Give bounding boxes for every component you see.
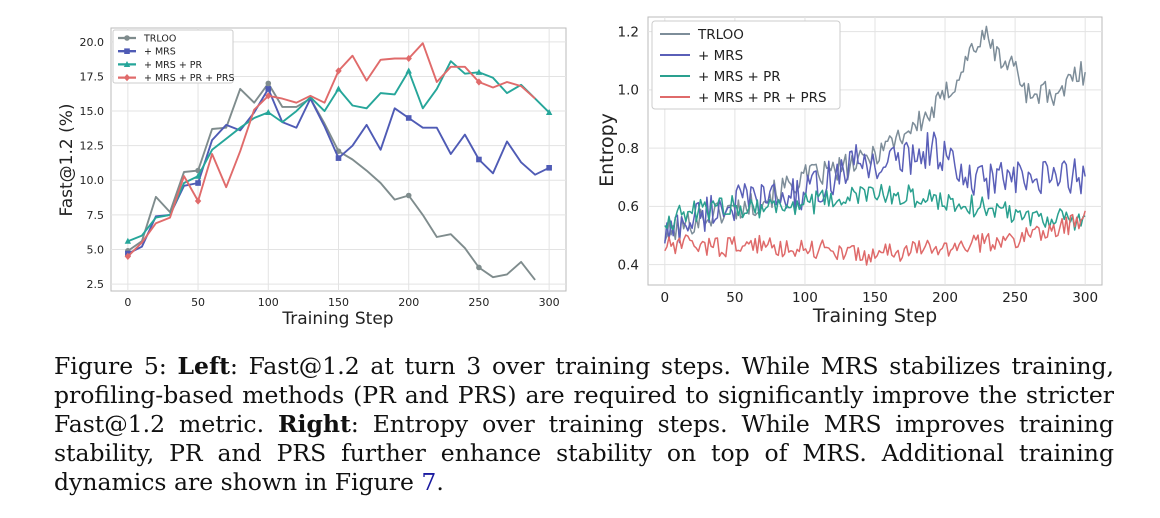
y-tick-label: 17.5 — [80, 70, 105, 83]
data-point-marker — [405, 67, 412, 74]
left-series — [124, 42, 553, 281]
right-legend-items: TRLOO + MRS + MRS + PR + MRS + PR + PRS — [660, 27, 827, 106]
y-tick-label: 7.5 — [87, 209, 105, 222]
data-point-marker — [265, 80, 272, 87]
right-x-ticks: 0 50 100 150 200 250 300 — [661, 290, 1099, 306]
data-point-marker — [405, 192, 412, 199]
y-tick-label: 1.2 — [618, 24, 639, 40]
x-tick-label: 250 — [1002, 290, 1028, 306]
data-point-marker — [265, 109, 272, 116]
y-tick-label: 20.0 — [80, 36, 105, 49]
legend-label-1: + MRS — [144, 47, 176, 58]
legend-label-1: + MRS — [698, 48, 743, 64]
left-x-ticks: 0 50 100 150 200 250 300 — [124, 296, 559, 309]
data-point-marker — [195, 180, 201, 186]
x-tick-label: 50 — [191, 296, 205, 309]
x-tick-label: 100 — [792, 290, 818, 306]
data-point-marker — [124, 237, 132, 244]
left-x-axis-label: Training Step — [281, 309, 393, 329]
y-tick-label: 0.8 — [618, 141, 639, 157]
legend-label-2: + MRS + PR — [144, 60, 203, 71]
y-tick-label: 2.5 — [87, 278, 105, 291]
right-legend: TRLOO + MRS + MRS + PR + MRS + PR + PRS — [651, 20, 841, 110]
data-point-marker — [476, 156, 482, 163]
x-tick-label: 200 — [932, 290, 958, 306]
y-tick-label: 0.4 — [618, 257, 639, 273]
left-legend-box — [112, 29, 234, 84]
series-line-2 — [664, 183, 1086, 231]
legend-marker-0 — [124, 35, 130, 41]
data-point-marker — [546, 165, 552, 171]
x-tick-label: 150 — [862, 290, 888, 306]
data-point-marker — [194, 172, 202, 179]
legend-marker-2 — [123, 61, 131, 67]
x-tick-label: 250 — [468, 296, 489, 309]
x-tick-label: 50 — [726, 290, 743, 306]
legend-label-3: + MRS + PR + PRS — [698, 90, 827, 106]
right-y-ticks: 0.4 0.6 0.8 1.0 1.2 — [618, 24, 639, 273]
left-y-axis-label: Fast@1.2 (%) — [57, 103, 77, 216]
right-y-axis-label: Entropy — [596, 113, 618, 187]
left-legend-items: TRLOO + MRS + MRS + PR + MRS + PR + PRS — [118, 33, 235, 84]
data-point-marker — [335, 85, 342, 92]
y-tick-label: 15.0 — [80, 105, 105, 118]
series-line-3 — [127, 42, 536, 258]
y-tick-label: 0.6 — [618, 199, 639, 215]
legend-marker-3 — [123, 74, 131, 82]
caption-left-label: Left — [177, 352, 230, 380]
series-line-1 — [664, 131, 1086, 244]
x-tick-label: 300 — [539, 296, 560, 309]
data-point-marker — [475, 68, 483, 75]
figure-panels: 0 50 100 150 200 250 300 2.5 5.0 7.5 10.0 12.5 15.0… — [57, 16, 1103, 329]
caption-figure-label: Figure 5: — [54, 352, 167, 380]
right-chart: 0 50 100 150 200 250 300 0.4 0.6 0.8 1.0 1.2 Train… — [596, 16, 1103, 327]
caption-right-label: Right — [278, 410, 351, 438]
y-tick-label: 1.0 — [618, 83, 639, 99]
y-tick-label: 10.0 — [80, 174, 105, 187]
legend-label-2: + MRS + PR — [698, 69, 781, 85]
y-tick-label: 12.5 — [80, 140, 105, 153]
caption-end: . — [436, 468, 444, 496]
data-point-marker — [335, 67, 342, 75]
left-chart: 0 50 100 150 200 250 300 2.5 5.0 7.5 10.0 12.5 15.0… — [57, 27, 567, 329]
x-tick-label: 200 — [398, 296, 419, 309]
legend-marker-1 — [124, 48, 130, 54]
data-point-marker — [405, 115, 412, 121]
right-series — [664, 25, 1086, 266]
data-point-marker — [124, 252, 132, 260]
data-point-marker — [476, 264, 482, 271]
data-point-marker — [265, 92, 272, 100]
legend-label-0: TRLOO — [143, 33, 176, 44]
left-legend: TRLOO + MRS + MRS + PR + MRS + PR + PRS — [112, 29, 235, 84]
right-legend-box — [651, 20, 841, 110]
data-point-marker — [405, 54, 412, 63]
series-line-3 — [664, 210, 1086, 266]
caption-figure-reference-link[interactable]: 7 — [421, 468, 437, 496]
legend-label-0: TRLOO — [697, 27, 744, 43]
left-y-ticks: 2.5 5.0 7.5 10.0 12.5 15.0 17.5 20.0 — [80, 36, 105, 291]
x-tick-label: 150 — [328, 296, 349, 309]
x-tick-label: 300 — [1072, 290, 1098, 306]
data-point-marker — [545, 109, 553, 116]
right-x-axis-label: Training Step — [812, 305, 937, 327]
legend-label-3: + MRS + PR + PRS — [144, 73, 235, 84]
data-point-marker — [194, 197, 202, 205]
x-tick-label: 100 — [258, 296, 279, 309]
data-point-marker — [335, 155, 342, 161]
x-tick-label: 0 — [661, 290, 670, 306]
caption-left-text: : Fast@1.2 at turn 3 over training steps… — [54, 352, 1114, 438]
x-tick-label: 0 — [124, 296, 131, 309]
figure-caption: Figure 5: Left: Fast@1.2 at turn 3 over … — [54, 352, 1114, 497]
data-point-marker — [475, 78, 483, 86]
data-point-marker — [265, 86, 272, 92]
caption-right-text: : Entropy over training steps. While MRS… — [54, 410, 1114, 496]
y-tick-label: 5.0 — [87, 243, 105, 256]
